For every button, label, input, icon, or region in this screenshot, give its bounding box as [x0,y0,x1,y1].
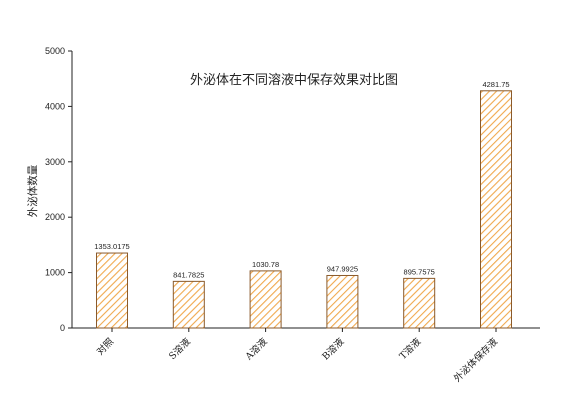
bar [249,270,282,329]
x-tick-label: T溶液 [397,335,424,362]
bar-value-label: 1030.78 [252,260,279,269]
x-tick-label: S溶液 [166,335,193,362]
y-tick-label: 2000 [45,212,65,222]
bar [326,274,359,329]
bar-value-label: 841.7825 [173,270,204,279]
x-tick-label: 外泌体保存液 [451,335,500,384]
bar-value-label: 895.7575 [404,267,435,276]
y-tick-label: 4000 [45,101,65,111]
y-tick-label: 0 [60,323,65,333]
y-tick-label: 1000 [45,268,65,278]
bars [96,90,512,329]
x-tick-label: A溶液 [242,335,270,363]
bar [96,252,128,329]
bar [403,277,436,329]
x-tick-label: 对照 [94,335,116,357]
y-tick-label: 3000 [45,157,65,167]
x-axis-ticks: 对照 S溶液 A溶液 B溶液 T溶液 外泌体保存液 [94,328,500,384]
bar-value-label: 947.9925 [327,264,358,273]
value-labels: 1353.0175 841.7825 1030.78 947.9925 895.7575… [94,80,509,280]
bar [480,90,512,329]
y-axis-ticks: 0 1000 2000 3000 4000 5000 [45,46,72,333]
bar-value-label: 1353.0175 [94,242,129,251]
y-tick-label: 5000 [45,46,65,56]
bar-value-label: 4281.75 [482,80,509,89]
y-axis-title: 外泌体数量 [26,164,39,217]
bar [172,280,205,329]
x-tick-label: B溶液 [320,335,347,362]
chart-title: 外泌体在不同溶液中保存效果对比图 [190,73,398,88]
